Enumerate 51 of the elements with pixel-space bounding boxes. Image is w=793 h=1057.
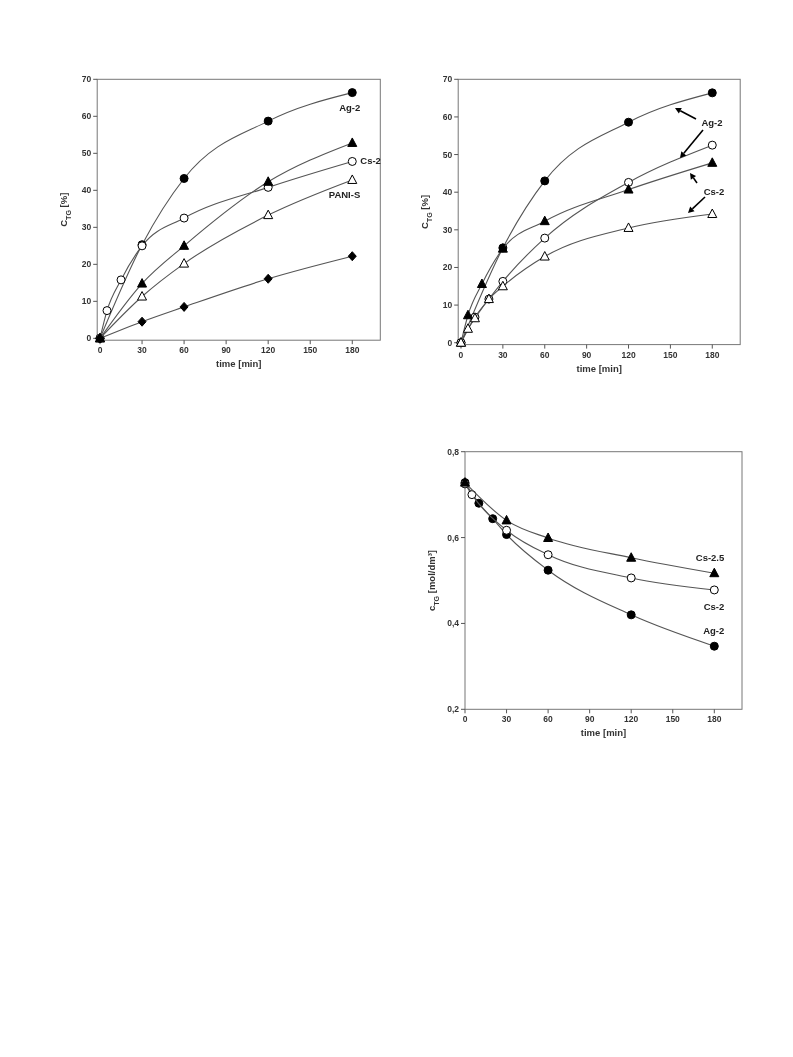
x-tick-label: 0	[462, 714, 468, 725]
y-tick-label: 0,8	[447, 446, 460, 457]
y-tick-label: 50	[81, 148, 92, 159]
x-tick-label: 60	[179, 345, 190, 356]
y-tick-label: 20	[442, 262, 453, 273]
series-label: Cs-2	[703, 600, 725, 612]
x-axis-title: time [min]	[216, 358, 262, 370]
x-axis-title: time [min]	[580, 727, 627, 739]
annotation: Cs-2	[703, 186, 725, 197]
y-tick-label: 60	[81, 111, 92, 122]
x-tick-label: 0	[97, 345, 103, 356]
y-tick-label: 10	[442, 300, 453, 311]
y-tick-label: 20	[81, 259, 92, 270]
series-label: PANI-S	[328, 188, 361, 200]
series-label: Ag-2	[339, 101, 361, 113]
x-tick-label: 60	[543, 714, 554, 725]
y-tick-label: 70	[81, 74, 92, 85]
annotation: Ag-2	[701, 117, 723, 128]
x-tick-label: 150	[665, 714, 681, 725]
series-label: Ag-2	[703, 625, 725, 637]
y-tick-label: 0	[447, 337, 453, 348]
y-tick-label: 50	[442, 149, 453, 160]
y-tick-label: 0,4	[447, 618, 460, 629]
y-tick-label: 30	[442, 224, 453, 235]
x-tick-label: 180	[705, 349, 720, 360]
y-tick-label: 40	[81, 185, 92, 196]
x-tick-label: 180	[345, 345, 360, 356]
x-tick-label: 120	[624, 714, 639, 725]
y-tick-label: 70	[442, 74, 453, 85]
y-tick-label: 60	[442, 111, 453, 122]
x-tick-label: 90	[584, 714, 595, 725]
x-axis-title: time [min]	[576, 362, 622, 374]
x-tick-label: 120	[261, 345, 276, 356]
x-tick-label: 90	[581, 349, 592, 360]
y-tick-label: 0	[86, 333, 92, 344]
y-tick-label: 30	[81, 222, 92, 233]
x-tick-label: 30	[501, 714, 512, 725]
y-tick-label: 10	[81, 296, 92, 307]
x-tick-label: 180	[707, 714, 722, 725]
x-tick-label: 60	[540, 349, 550, 360]
x-tick-label: 90	[221, 345, 232, 356]
y-tick-label: 40	[442, 187, 453, 198]
x-tick-label: 150	[303, 345, 318, 356]
x-tick-label: 30	[498, 349, 508, 360]
x-tick-label: 150	[663, 349, 678, 360]
y-tick-label: 0,2	[447, 704, 460, 715]
series-label: Cs-2	[360, 155, 381, 167]
x-tick-label: 120	[621, 349, 636, 360]
series-label: Cs-2.5	[695, 552, 726, 564]
x-tick-label: 30	[137, 345, 148, 356]
y-tick-label: 0,6	[447, 532, 460, 543]
